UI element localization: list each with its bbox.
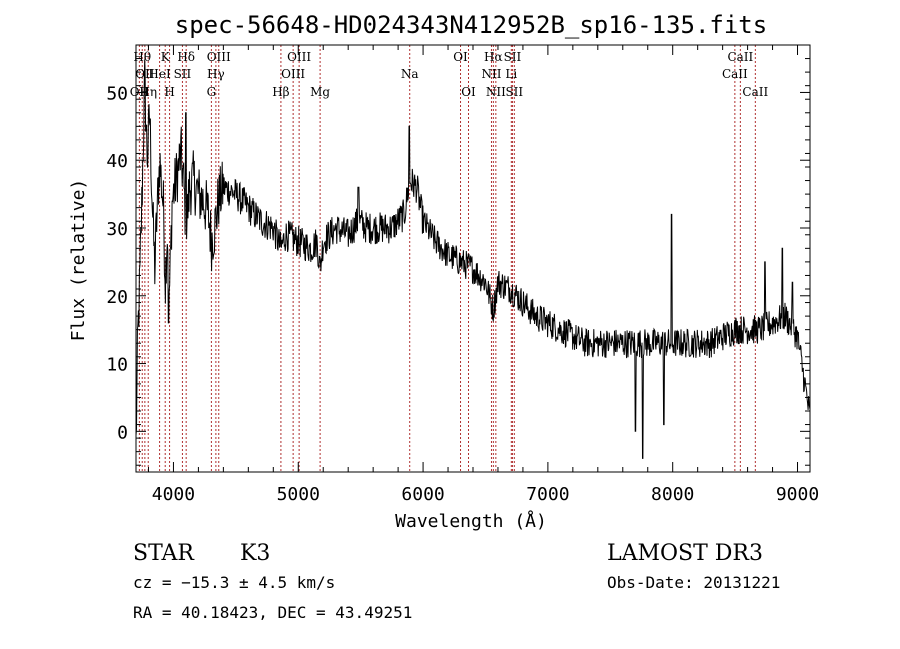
x-tick-label: 9000 [776,484,819,505]
line-label: Li [505,67,517,81]
line-label: Na [401,67,419,81]
y-tick-label: 0 [117,422,128,443]
spectrum-line [135,59,811,459]
x-axis-label: Wavelength (Å) [395,510,547,532]
line-label: Hβ [272,85,289,99]
line-label: OI [453,50,468,64]
line-label: Hα [484,50,503,64]
object-subclass: K3 [240,541,270,566]
y-axis-label: Flux (relative) [68,179,89,342]
line-label: Hδ [177,50,195,64]
x-tick-label: 7000 [526,484,569,505]
line-label: G [207,85,217,99]
survey-name: LAMOST DR3 [607,541,763,566]
x-tick-label: 4000 [152,484,195,505]
x-axis-ticks: 4000 5000 6000 7000 8000 9000 [147,45,819,505]
line-label: OIII [287,50,311,64]
x-tick-label: 6000 [401,484,444,505]
line-labels: OIIHθOIIHηHeIKHSIIHδGHγOIIIHβOIIIOIIIMgN… [130,50,769,99]
line-label: CaII [727,50,753,64]
line-label: CaII [742,85,768,99]
line-label: Hγ [207,67,225,81]
line-label: OI [461,85,476,99]
y-tick-label: 50 [106,83,128,104]
object-class: STAR [133,541,195,566]
x-tick-label: 8000 [651,484,694,505]
y-tick-label: 40 [106,151,128,172]
line-label: K [161,50,171,64]
line-label: NII [486,85,506,99]
coordinates-text: RA = 40.18423, DEC = 43.49251 [133,603,412,622]
line-label: Mg [310,85,330,99]
obs-date: Obs-Date: 20131221 [607,573,780,592]
line-label: H [164,85,174,99]
x-tick-label: 5000 [277,484,320,505]
y-tick-label: 30 [106,219,128,240]
line-label: Hθ [133,50,151,64]
line-label: OIII [207,50,231,64]
line-label: NII [481,67,501,81]
line-label: CaII [722,67,748,81]
redshift-text: cz = −15.3 ± 4.5 km/s [133,573,335,592]
y-tick-label: 20 [106,287,128,308]
chart-title: spec-56648-HD024343N412952B_sp16-135.fit… [175,11,767,39]
line-label: SII [505,85,523,99]
line-label: OIII [281,67,305,81]
y-tick-label: 10 [106,355,128,376]
line-label: HeI [148,67,171,81]
plot-frame [135,44,811,473]
y-axis-ticks: 0 10 20 30 40 50 [106,58,810,466]
line-label: SII [504,50,522,64]
line-label: SII [174,67,192,81]
